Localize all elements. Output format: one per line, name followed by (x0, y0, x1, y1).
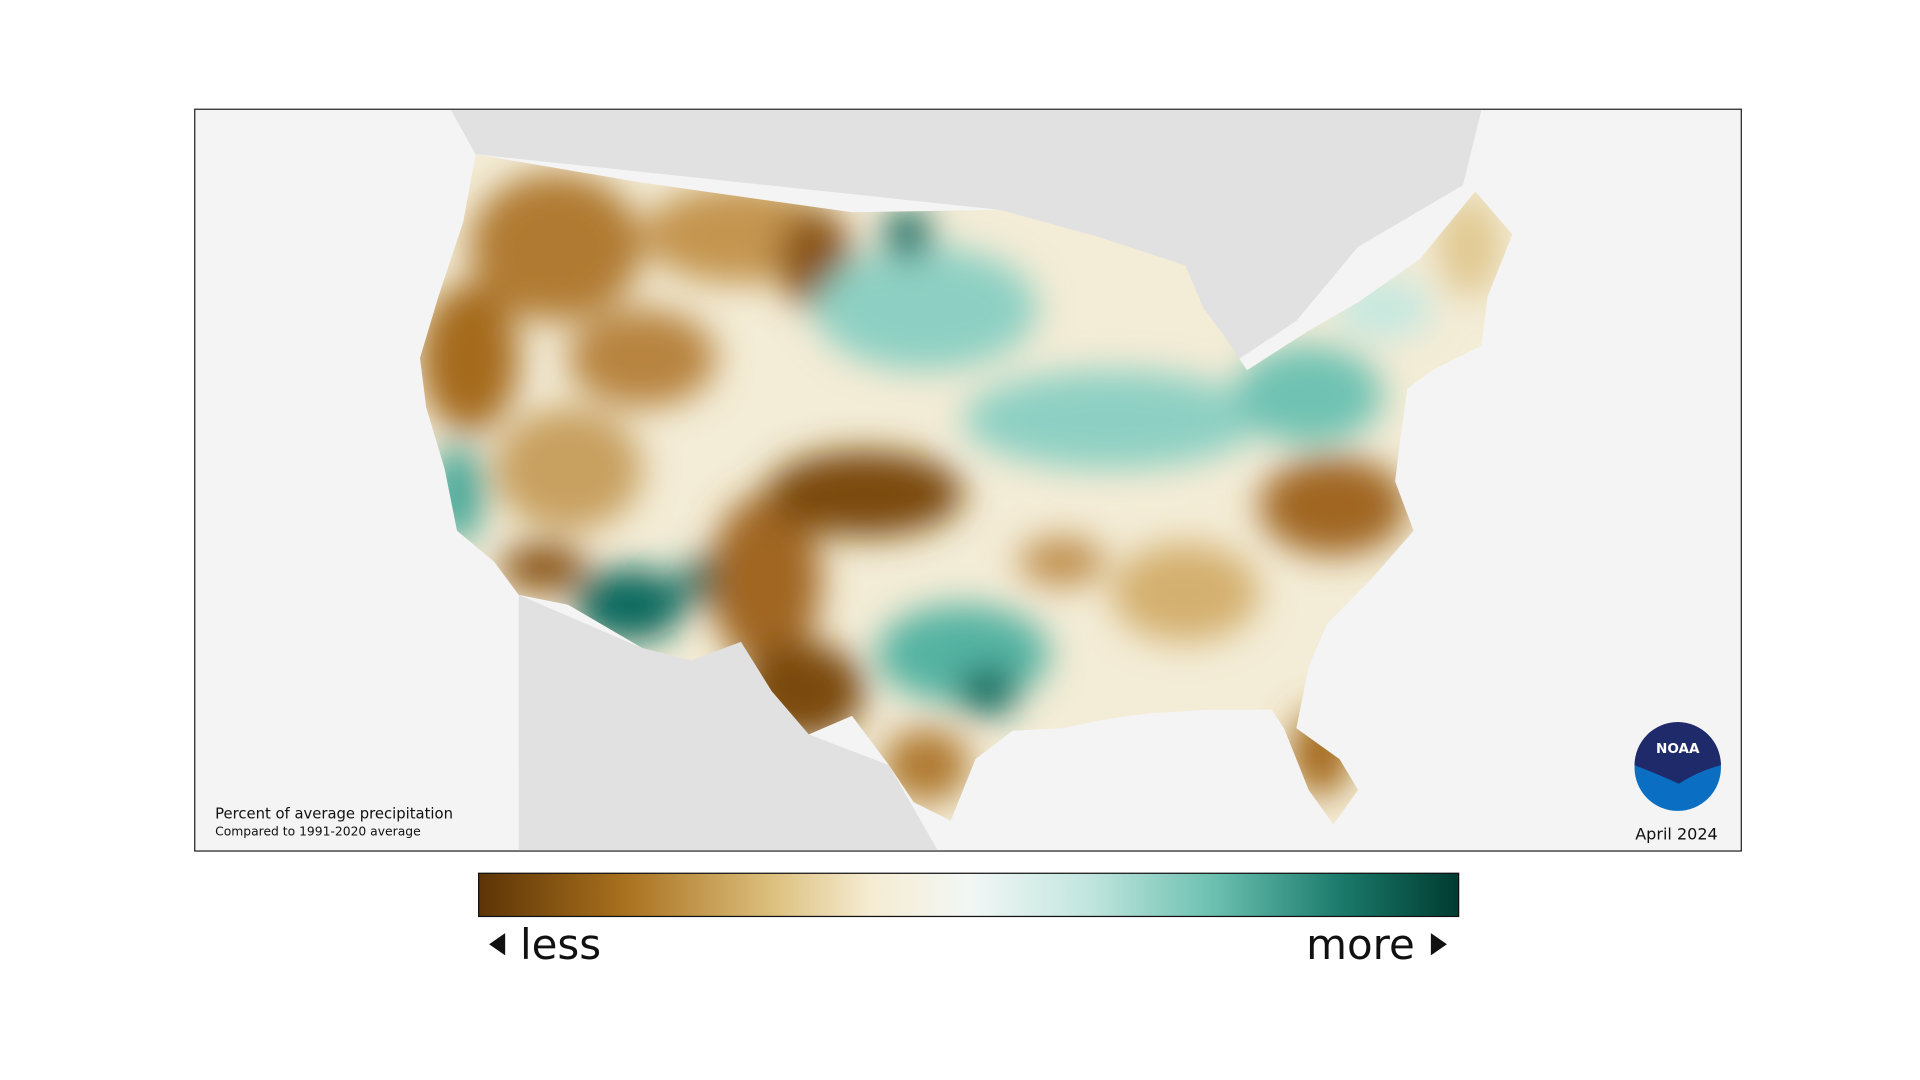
caption-subtitle: Compared to 1991-2020 average (215, 825, 421, 839)
color-scale (478, 872, 1460, 918)
noaa-logo-text: NOAA (1656, 741, 1700, 757)
more-arrow (1430, 933, 1447, 956)
legend-low-label: less (520, 920, 601, 969)
map-date: April 2024 (1635, 824, 1718, 843)
legend-high-label: more (1306, 920, 1415, 969)
neighbor-land (450, 109, 1482, 851)
less-arrow (489, 933, 506, 956)
caption-title: Percent of average precipitation (215, 805, 453, 822)
noaa-logo-top (1634, 722, 1721, 784)
